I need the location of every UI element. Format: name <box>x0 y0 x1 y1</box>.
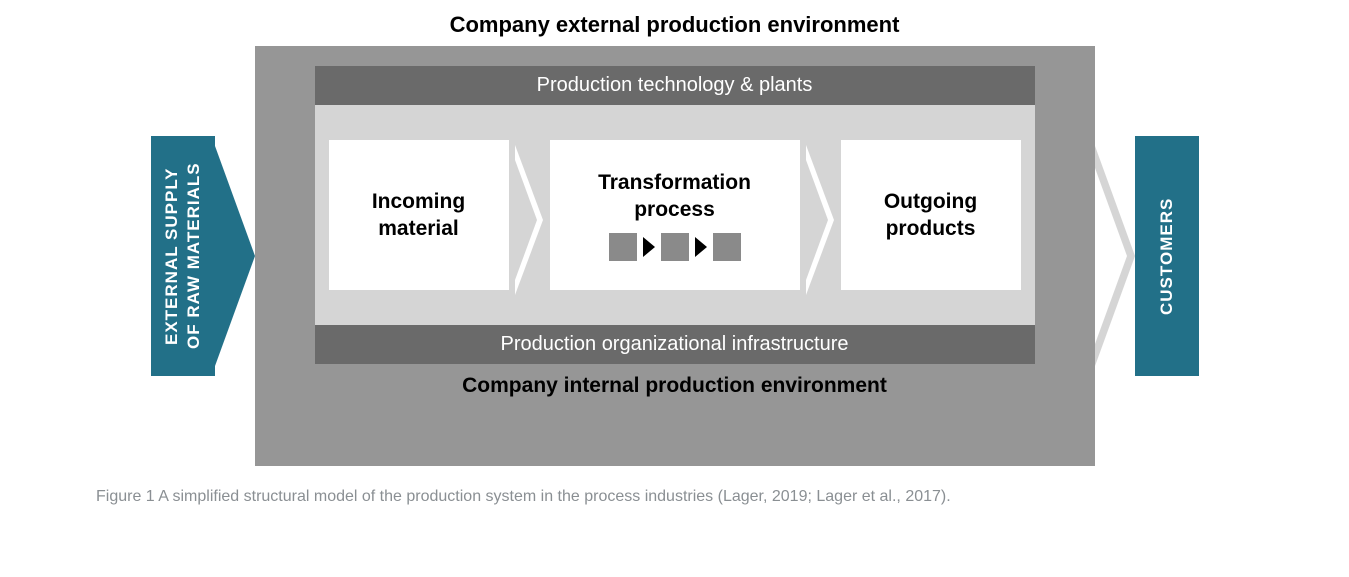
external-environment-title: Company external production environment <box>85 0 1265 46</box>
customers-label: CUSTOMERS <box>1155 197 1177 314</box>
production-infra-bar: Production organizational infrastructure <box>315 325 1035 364</box>
chevron-out-of-system <box>1095 146 1135 366</box>
chevron-into-system <box>215 146 255 366</box>
transformation-process-box: Transformation process <box>550 140 800 290</box>
external-supply-label: EXTERNAL SUPPLY OF RAW MATERIALS <box>160 163 204 350</box>
incoming-material-box: Incoming material <box>329 140 509 290</box>
inner-environment-box: Incoming material Transformation process <box>315 105 1035 325</box>
incoming-material-label: Incoming material <box>372 188 465 243</box>
production-system-diagram: Company external production environment … <box>85 0 1265 466</box>
outer-environment-box: Production technology & plants Incoming … <box>255 46 1095 466</box>
internal-environment-title: Company internal production environment <box>462 364 887 398</box>
mini-arrow-1 <box>643 237 655 257</box>
chevron-transform-to-outgoing <box>806 145 834 285</box>
outgoing-products-box: Outgoing products <box>841 140 1021 290</box>
mini-square-1 <box>609 233 637 261</box>
chevron-incoming-to-transform <box>515 145 543 285</box>
outgoing-products-label: Outgoing products <box>884 188 977 243</box>
production-tech-bar: Production technology & plants <box>315 66 1035 105</box>
mini-square-2 <box>661 233 689 261</box>
mini-arrow-2 <box>695 237 707 257</box>
external-supply-block: EXTERNAL SUPPLY OF RAW MATERIALS <box>151 136 215 376</box>
mini-square-3 <box>713 233 741 261</box>
mini-process-flow <box>609 233 741 261</box>
figure-caption: Figure 1 A simplified structural model o… <box>0 466 1349 506</box>
customers-block: CUSTOMERS <box>1135 136 1199 376</box>
main-flow-row: EXTERNAL SUPPLY OF RAW MATERIALS Product… <box>85 46 1265 466</box>
transformation-process-label: Transformation process <box>598 169 751 224</box>
